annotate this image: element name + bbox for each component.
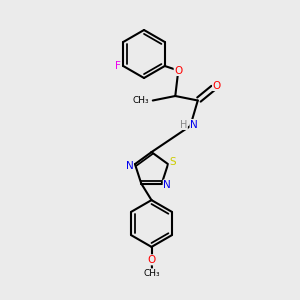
Text: S: S [169, 157, 176, 167]
Text: N: N [163, 180, 171, 190]
Text: O: O [174, 65, 182, 76]
Text: N: N [126, 160, 134, 171]
Text: F: F [115, 61, 121, 71]
Text: H: H [180, 119, 188, 130]
Text: O: O [213, 80, 221, 91]
Text: O: O [147, 255, 156, 265]
Text: CH₃: CH₃ [133, 96, 149, 105]
Text: N: N [190, 119, 198, 130]
Text: CH₃: CH₃ [144, 269, 160, 278]
